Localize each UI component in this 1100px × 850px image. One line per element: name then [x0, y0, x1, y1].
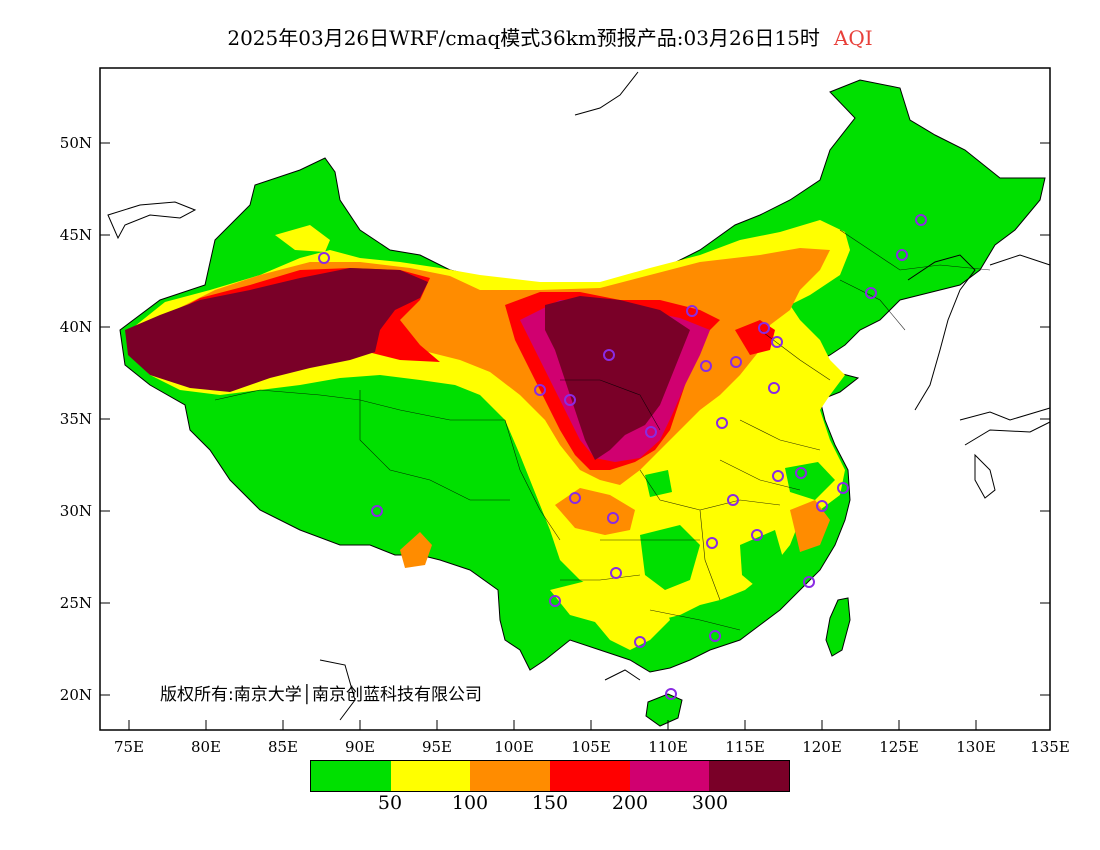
site-marker	[534, 384, 546, 396]
aqi-region-moderate-sw	[275, 225, 330, 252]
aqi-region-hazardous-taklamakan	[125, 268, 428, 392]
site-marker	[768, 382, 780, 394]
aqi-region-sensitive-tibet	[400, 532, 432, 568]
copyright-credit: 版权所有:南京大学│南京创蓝科技有限公司	[160, 685, 482, 705]
site-marker	[758, 322, 770, 334]
lat-label: 45N	[60, 226, 92, 244]
site-marker	[700, 360, 712, 372]
site-marker	[610, 567, 622, 579]
color-legend	[310, 760, 790, 792]
lon-label: 125E	[879, 738, 919, 756]
site-marker	[709, 630, 721, 642]
aqi-region-good-south-d	[645, 470, 672, 497]
lon-labels: 75E 80E 85E 90E 95E 100E 105E 110E 115E …	[114, 738, 1070, 756]
site-marker	[795, 467, 807, 479]
lon-label: 120E	[802, 738, 842, 756]
legend-tick: 200	[611, 792, 649, 814]
aqi-region-moderate-yunnan	[550, 580, 670, 650]
site-marker	[896, 249, 908, 261]
site-marker	[730, 356, 742, 368]
site-marker	[706, 537, 718, 549]
legend-swatch-moderate	[390, 761, 471, 791]
island-hainan	[645, 693, 683, 727]
legend-swatch-sensitive	[470, 761, 551, 791]
site-marker	[837, 482, 849, 494]
site-marker	[564, 394, 576, 406]
site-marker	[865, 287, 877, 299]
lon-label: 105E	[571, 738, 611, 756]
lon-label: 135E	[1030, 738, 1070, 756]
legend-swatch-hazardous	[709, 761, 790, 791]
island-taiwan	[825, 597, 851, 657]
site-marker	[318, 252, 330, 264]
neighbor-outlines	[107, 71, 1051, 721]
land-layers	[119, 79, 1046, 727]
lat-label: 50N	[60, 134, 92, 152]
lon-label: 80E	[191, 738, 221, 756]
legend-tick: 150	[531, 792, 569, 814]
province-borders	[214, 229, 991, 631]
lon-label: 85E	[268, 738, 298, 756]
aqi-region-hazardous-ordos	[545, 296, 690, 460]
lon-label: 90E	[345, 738, 375, 756]
lon-label: 115E	[725, 738, 765, 756]
aqi-region-good-south-b	[740, 530, 785, 590]
site-marker	[803, 576, 815, 588]
lon-label: 75E	[114, 738, 144, 756]
legend-swatch-good	[311, 761, 391, 791]
site-marker	[603, 349, 615, 361]
lon-ticks	[128, 720, 1051, 730]
site-marker	[371, 505, 383, 517]
site-marker	[727, 494, 739, 506]
site-markers	[318, 214, 927, 700]
lat-labels: 50N 45N 40N 35N 30N 25N 20N	[60, 134, 92, 704]
aqi-region-good-south-a	[640, 525, 700, 590]
lat-label: 40N	[60, 318, 92, 336]
lat-label: 20N	[60, 686, 92, 704]
lon-label: 100E	[494, 738, 534, 756]
legend-tick: 300	[691, 792, 729, 814]
site-marker	[549, 595, 561, 607]
site-marker	[751, 529, 763, 541]
site-marker	[645, 426, 657, 438]
title-product: 2025年03月26日WRF/cmaq模式36km预报产品:03月26日15时	[227, 26, 820, 50]
lon-label: 95E	[422, 738, 452, 756]
site-marker	[915, 214, 927, 226]
lat-label: 30N	[60, 502, 92, 520]
site-marker	[665, 688, 677, 700]
legend-swatch-unhealthy	[550, 761, 630, 791]
aqi-region-sensitive-east	[790, 500, 830, 552]
legend-tick: 50	[377, 792, 403, 814]
aqi-region-unhealthy-ne	[735, 320, 775, 355]
lon-label: 110E	[648, 738, 688, 756]
lon-label: 130E	[956, 738, 996, 756]
title-variable: AQI	[833, 26, 873, 50]
site-marker	[634, 636, 646, 648]
map-title: 2025年03月26日WRF/cmaq模式36km预报产品:03月26日15时 A…	[0, 22, 1100, 51]
lat-label: 35N	[60, 410, 92, 428]
site-marker	[816, 500, 828, 512]
site-marker	[716, 417, 728, 429]
site-marker	[771, 336, 783, 348]
site-marker	[569, 492, 581, 504]
aqi-region-good-south-c	[785, 462, 835, 500]
lat-label: 25N	[60, 594, 92, 612]
site-marker	[686, 305, 698, 317]
site-marker	[607, 512, 619, 524]
lat-ticks	[100, 142, 1050, 696]
legend-swatch-very-unhealthy	[629, 761, 710, 791]
site-marker	[772, 470, 784, 482]
legend-tick: 100	[451, 792, 489, 814]
